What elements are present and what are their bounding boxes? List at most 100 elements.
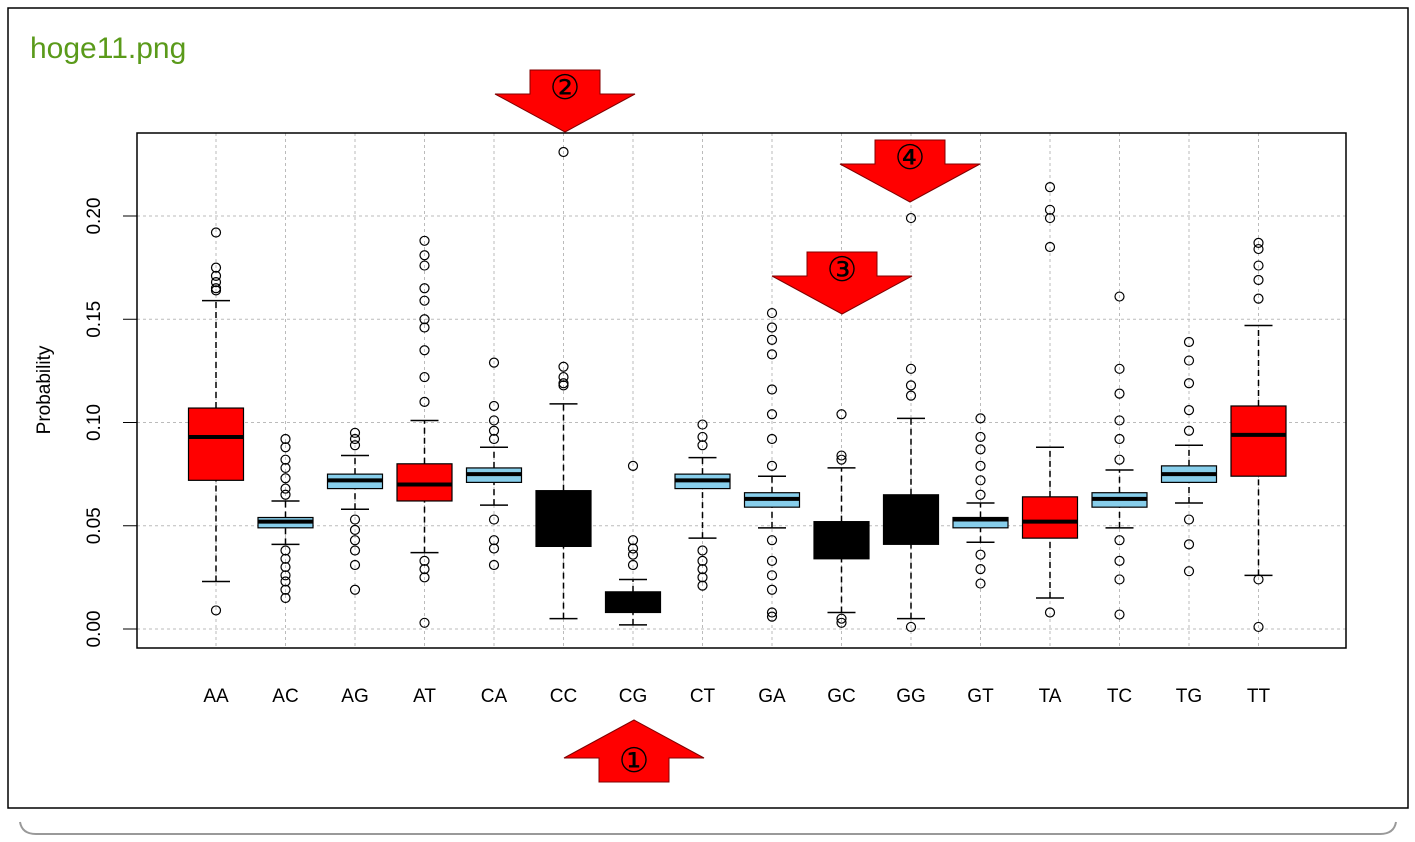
arrow-label: ① xyxy=(619,742,649,780)
outlier xyxy=(697,572,708,583)
outlier xyxy=(488,543,500,554)
outlier xyxy=(766,607,778,618)
outlier xyxy=(766,535,778,546)
outlier xyxy=(280,592,291,604)
outlier xyxy=(627,535,639,546)
outlier xyxy=(1253,243,1264,255)
outlier xyxy=(280,570,291,581)
outlier xyxy=(280,483,291,494)
outlier xyxy=(836,450,847,461)
y-tick-label: 0.10 xyxy=(84,404,105,441)
outlier xyxy=(1253,621,1264,633)
outlier xyxy=(1044,241,1056,253)
arrow-label: ③ xyxy=(827,251,857,289)
arrow-label: ④ xyxy=(895,139,925,177)
outlier xyxy=(210,605,222,616)
outlier xyxy=(1044,607,1056,618)
outlier xyxy=(1114,388,1125,399)
arrow xyxy=(494,69,636,133)
x-tick-label: AG xyxy=(341,686,368,707)
outlier xyxy=(419,345,430,356)
x-tick-label: TG xyxy=(1176,686,1202,707)
outlier xyxy=(1044,204,1056,215)
outlier xyxy=(419,235,430,246)
outlier xyxy=(210,227,222,238)
outlier xyxy=(836,409,847,420)
outlier xyxy=(349,440,361,451)
outlier xyxy=(697,440,708,451)
x-tick-label: TA xyxy=(1039,686,1062,707)
outlier xyxy=(488,559,500,571)
outlier xyxy=(1044,212,1056,224)
frame-bracket xyxy=(19,821,1397,835)
outlier xyxy=(419,555,430,566)
box xyxy=(952,516,1009,529)
outlier xyxy=(627,543,639,554)
outlier xyxy=(349,524,361,535)
outlier xyxy=(697,419,708,430)
outlier xyxy=(419,260,430,271)
x-tick-label: AT xyxy=(413,686,436,707)
outlier xyxy=(1114,291,1125,302)
outlier xyxy=(1114,433,1125,445)
outlier xyxy=(419,283,430,294)
x-tick-label: GC xyxy=(827,686,856,707)
x-tick-label: CG xyxy=(619,686,648,707)
box xyxy=(535,490,592,548)
outlier xyxy=(419,250,430,261)
outlier xyxy=(975,460,986,471)
arrow xyxy=(771,251,913,315)
x-tick-label: GG xyxy=(896,686,926,707)
outlier xyxy=(1114,555,1125,566)
outlier xyxy=(280,473,291,484)
outlier xyxy=(836,613,847,624)
outlier xyxy=(975,489,986,500)
outlier xyxy=(210,262,222,273)
outlier xyxy=(349,514,361,525)
outlier xyxy=(280,442,291,453)
outlier xyxy=(1183,355,1195,366)
outlier xyxy=(905,621,917,633)
x-tick-label: CA xyxy=(481,686,508,707)
box xyxy=(187,407,245,481)
outlier xyxy=(1114,609,1125,620)
outlier xyxy=(349,559,361,571)
outlier xyxy=(419,396,430,407)
outlier xyxy=(836,454,847,465)
outlier xyxy=(1114,574,1125,585)
outlier xyxy=(1183,539,1195,550)
outlier xyxy=(280,454,291,465)
x-tick-label: GA xyxy=(758,686,786,707)
outlier xyxy=(697,545,708,556)
outlier xyxy=(697,431,708,443)
x-tick-label: CT xyxy=(690,686,716,707)
outlier xyxy=(975,444,986,455)
outlier xyxy=(419,295,430,306)
outlier xyxy=(349,584,361,595)
outlier xyxy=(1183,405,1195,416)
outlier xyxy=(697,555,708,566)
outlier xyxy=(488,433,500,445)
outlier xyxy=(697,564,708,575)
outlier xyxy=(210,285,222,296)
y-tick-label: 0.15 xyxy=(84,301,105,338)
outlier xyxy=(766,555,778,566)
outlier xyxy=(349,433,361,445)
outlier xyxy=(1183,425,1195,436)
outlier xyxy=(627,559,639,571)
arrow xyxy=(563,719,705,783)
outlier xyxy=(419,564,430,575)
outlier xyxy=(558,380,569,391)
outlier xyxy=(905,380,917,391)
outlier xyxy=(419,322,430,333)
box xyxy=(1230,405,1287,477)
box xyxy=(1021,496,1079,539)
outlier xyxy=(766,307,778,319)
y-tick-label: 0.20 xyxy=(84,198,105,235)
outlier xyxy=(766,460,778,471)
outlier xyxy=(1044,182,1056,193)
outlier xyxy=(558,146,569,158)
box xyxy=(396,463,453,502)
outlier xyxy=(280,462,291,474)
